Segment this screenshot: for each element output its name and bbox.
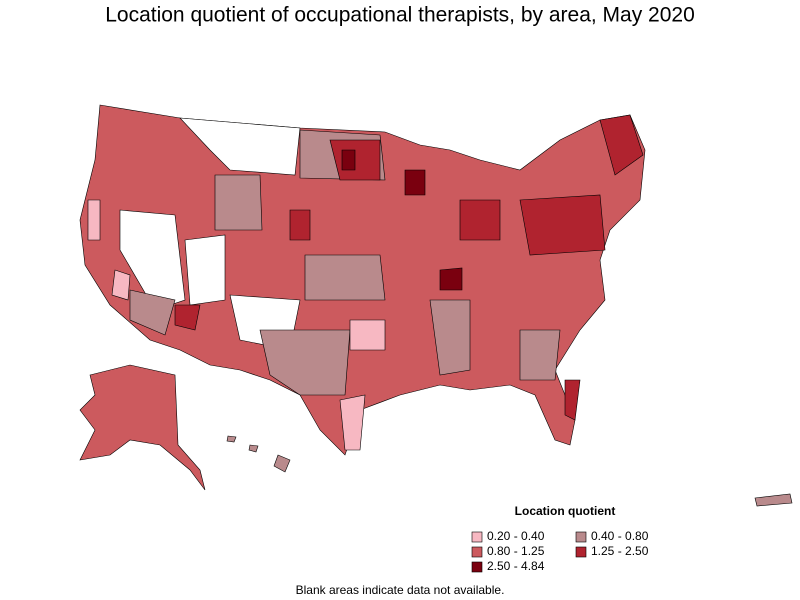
- map-title: Location quotient of occupational therap…: [105, 4, 695, 27]
- region: [259, 329, 351, 396]
- region: [349, 319, 386, 351]
- region: [439, 267, 463, 291]
- legend-title: Location quotient: [515, 504, 616, 518]
- region: [174, 304, 201, 331]
- region: [564, 379, 581, 421]
- region: [429, 299, 471, 376]
- hawaii: [226, 435, 237, 443]
- legend-swatch: [471, 561, 483, 573]
- region: [519, 329, 561, 381]
- legend-label: 0.20 - 0.40: [487, 529, 545, 543]
- region: [129, 289, 176, 336]
- puerto-rico: [754, 493, 793, 507]
- legend-label: 0.40 - 0.80: [591, 529, 649, 543]
- alaska: [79, 364, 206, 491]
- legend-label: 1.25 - 2.50: [591, 544, 649, 558]
- footnote: Blank areas indicate data not available.: [296, 583, 505, 597]
- legend: 0.20 - 0.40 0.40 - 0.80 0.80 - 1.25 1.25 - …: [471, 529, 649, 573]
- region: [289, 209, 311, 241]
- region: [304, 254, 386, 301]
- legend-swatch: [575, 546, 587, 558]
- legend-label: 0.80 - 1.25: [487, 544, 545, 558]
- hawaii: [273, 454, 291, 473]
- region: [214, 174, 263, 231]
- region: [599, 114, 644, 176]
- blank-area: [184, 234, 226, 306]
- region: [519, 194, 606, 256]
- hawaii: [248, 444, 259, 453]
- region: [341, 149, 356, 171]
- us-map: [79, 104, 793, 507]
- region: [459, 199, 501, 241]
- legend-swatch: [575, 531, 587, 543]
- region: [111, 269, 131, 301]
- region: [87, 199, 101, 241]
- blank-area: [179, 117, 301, 176]
- legend-swatch: [471, 546, 483, 558]
- region: [404, 169, 426, 196]
- region: [339, 394, 366, 451]
- legend-swatch: [471, 531, 483, 543]
- legend-label: 2.50 - 4.84: [487, 559, 545, 573]
